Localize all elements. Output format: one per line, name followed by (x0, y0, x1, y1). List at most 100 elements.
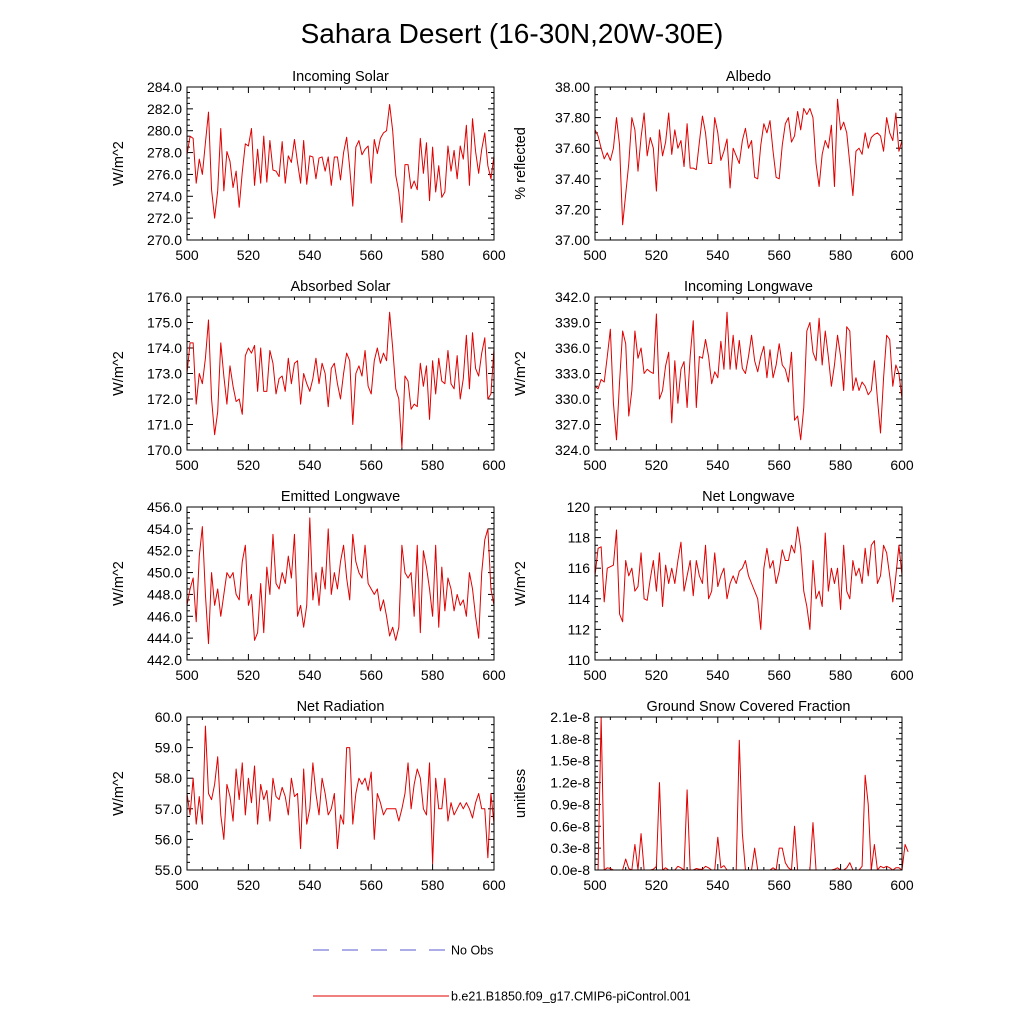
plot-frame (594, 716, 903, 871)
x-tick-label: 600 (482, 877, 506, 893)
plot-frame (186, 506, 495, 661)
legend-no-obs-label: No Obs (451, 944, 493, 958)
panel-8: Ground Snow Covered Fraction unitless 500 5… (513, 699, 914, 893)
x-tick-label: 560 (768, 247, 792, 263)
y-tick-label: 339.0 (555, 315, 590, 331)
y-tick-label: 112 (568, 621, 591, 637)
y-tick-label: 110 (568, 652, 591, 668)
x-tick-label: 580 (421, 457, 445, 473)
panel-4: Incoming Longwave W/m^2 500 520 540 560 580 600… (513, 279, 914, 473)
plot-frame (186, 716, 495, 871)
panel-title: Ground Snow Covered Fraction (647, 699, 851, 715)
y-tick-label: 324.0 (555, 442, 590, 458)
y-axis-label: W/m^2 (513, 351, 529, 396)
x-tick-label: 540 (298, 667, 322, 683)
y-tick-label: 171.0 (147, 417, 182, 433)
x-tick-label: 520 (237, 247, 261, 263)
y-tick-label: 278.0 (147, 145, 182, 161)
y-tick-label: 2.1e-8 (550, 709, 590, 725)
x-tick-label: 560 (768, 667, 792, 683)
y-axis-label: W/m^2 (111, 561, 127, 606)
y-tick-label: 114 (568, 591, 591, 607)
x-tick-label: 600 (890, 667, 914, 683)
panel-title: Absorbed Solar (291, 279, 391, 295)
x-tick-label: 600 (890, 247, 914, 263)
x-tick-label: 560 (360, 247, 384, 263)
legend-model-label: b.e21.B1850.f09_g17.CMIP6-piControl.001 (451, 990, 691, 1004)
y-tick-label: 444.0 (147, 630, 182, 646)
y-axis-label: W/m^2 (111, 351, 127, 396)
x-tick-label: 580 (829, 877, 853, 893)
panel-title: Incoming Longwave (684, 279, 813, 295)
y-tick-label: 0.6e-8 (550, 818, 590, 834)
y-tick-label: 173.0 (147, 366, 182, 382)
x-tick-label: 540 (706, 247, 730, 263)
y-axis-label: W/m^2 (513, 561, 529, 606)
x-tick-label: 580 (421, 877, 445, 893)
x-tick-label: 580 (829, 667, 853, 683)
x-tick-label: 580 (829, 457, 853, 473)
y-tick-label: 330.0 (555, 391, 590, 407)
y-tick-label: 172.0 (147, 391, 182, 407)
y-tick-label: 0.9e-8 (550, 796, 590, 812)
x-tick-label: 520 (237, 877, 261, 893)
y-tick-label: 60.0 (155, 709, 182, 725)
series-line-1 (594, 98, 903, 226)
y-tick-label: 276.0 (147, 166, 182, 182)
panels-group: Incoming Solar W/m^2 500 520 540 560 580 600 270… (111, 69, 914, 893)
x-tick-label: 580 (421, 667, 445, 683)
y-axis-label: % reflected (513, 127, 529, 200)
x-tick-label: 500 (583, 247, 607, 263)
y-tick-label: 56.0 (155, 831, 182, 847)
x-tick-label: 520 (237, 667, 261, 683)
y-tick-label: 55.0 (155, 862, 182, 878)
plot-frame (594, 506, 903, 661)
panel-title: Net Longwave (702, 489, 795, 505)
series-line-1 (186, 103, 495, 224)
panel-2: Albedo % reflected 500 520 540 560 580 600 37.00… (513, 69, 914, 263)
panel-title: Incoming Solar (292, 69, 389, 85)
y-tick-label: 0.0e-8 (550, 862, 590, 878)
x-tick-label: 500 (583, 667, 607, 683)
y-tick-label: 58.0 (155, 770, 182, 786)
y-tick-label: 1.2e-8 (550, 775, 590, 791)
x-tick-label: 580 (829, 247, 853, 263)
y-tick-label: 270.0 (147, 232, 182, 248)
x-tick-label: 540 (298, 877, 322, 893)
y-axis-label: W/m^2 (111, 771, 127, 816)
panel-6: Net Longwave W/m^2 500 520 540 560 580 600 110 11… (513, 489, 914, 683)
plot-frame (186, 86, 495, 241)
x-tick-label: 520 (645, 877, 669, 893)
y-tick-label: 118 (568, 530, 591, 546)
x-tick-label: 600 (482, 457, 506, 473)
y-tick-label: 37.80 (555, 110, 590, 126)
y-tick-label: 37.00 (555, 232, 590, 248)
y-tick-label: 175.0 (147, 315, 182, 331)
y-tick-label: 280.0 (147, 123, 182, 139)
plot-frame (186, 296, 495, 451)
series-line-1 (186, 311, 495, 448)
series-line-1 (186, 725, 495, 865)
x-tick-label: 600 (890, 457, 914, 473)
y-tick-label: 116 (568, 560, 591, 576)
y-tick-label: 284.0 (147, 79, 182, 95)
y-tick-label: 342.0 (555, 289, 590, 305)
panel-title: Net Radiation (297, 699, 385, 715)
series-line-1 (594, 311, 903, 441)
y-tick-label: 336.0 (555, 340, 590, 356)
y-tick-label: 454.0 (147, 521, 182, 537)
x-tick-label: 500 (175, 667, 199, 683)
x-tick-label: 500 (583, 457, 607, 473)
y-tick-label: 452.0 (147, 543, 182, 559)
panel-title: Albedo (726, 69, 771, 85)
y-tick-label: 37.60 (555, 140, 590, 156)
y-tick-label: 37.40 (555, 171, 590, 187)
panel-7: Net Radiation W/m^2 500 520 540 560 580 600 55.0… (111, 699, 506, 893)
x-tick-label: 600 (482, 667, 506, 683)
series-line-1 (595, 716, 909, 871)
x-tick-label: 540 (298, 247, 322, 263)
y-tick-label: 450.0 (147, 565, 182, 581)
x-tick-label: 560 (768, 877, 792, 893)
series-line-1 (186, 517, 495, 645)
